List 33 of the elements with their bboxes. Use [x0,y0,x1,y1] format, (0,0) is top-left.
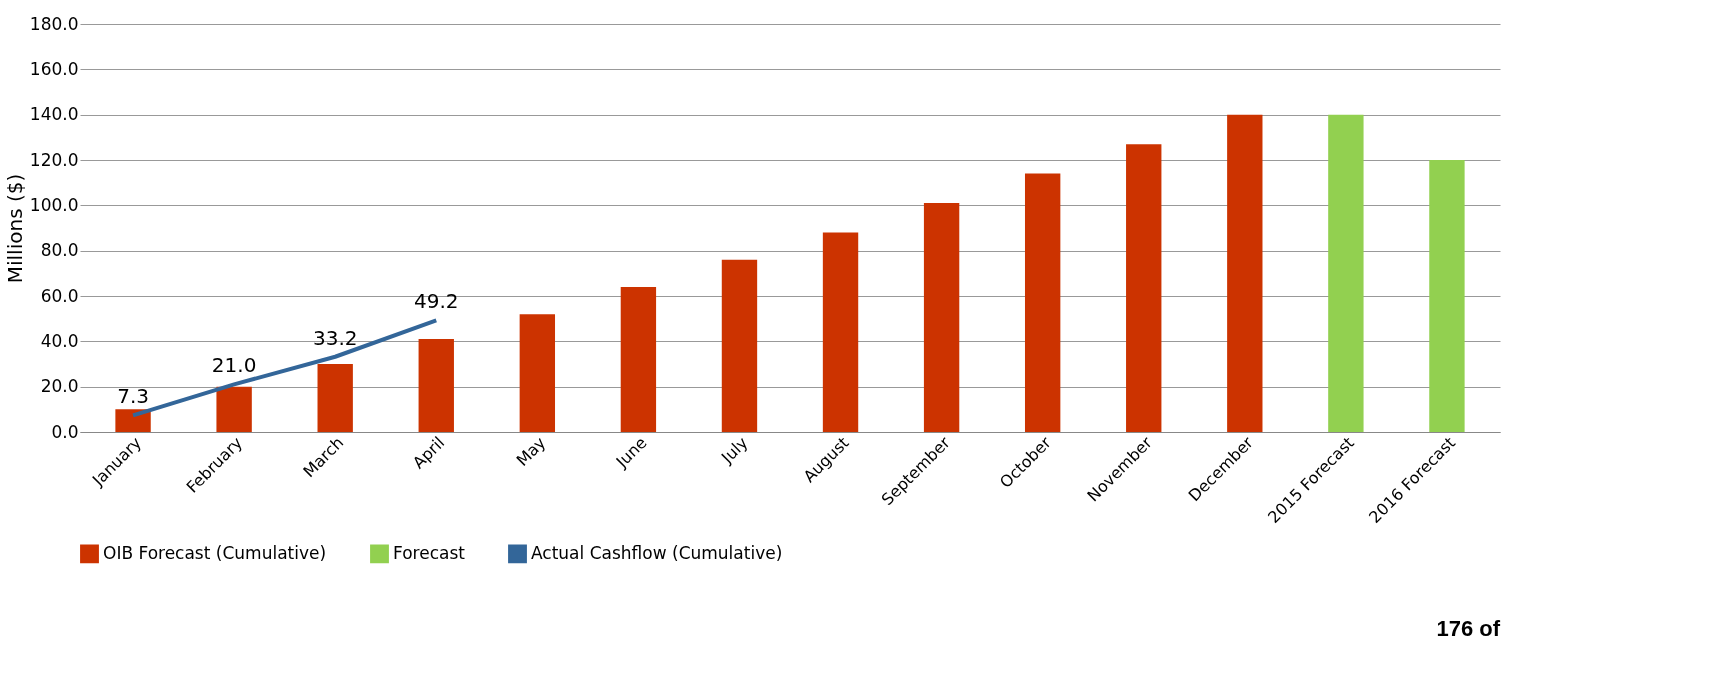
data-label: 49.2 [414,289,459,314]
y-tick-label: 20.0 [40,376,79,397]
bar [721,259,758,432]
data-label: 21.0 [211,353,257,378]
bar [418,339,454,432]
y-tick-label: 40.0 [40,330,79,351]
y-tick-label: 180.0 [29,13,79,34]
bar [1429,160,1465,432]
bar [317,364,353,432]
y-tick-label: 100.0 [29,194,79,215]
legend-label: OIB Forecast (Cumulative) [103,542,327,563]
bar [923,203,960,432]
legend-label: Actual Cashflow (Cumulative) [531,542,783,563]
bar [822,232,859,432]
legend-label: Forecast [393,542,466,563]
bar [1328,114,1364,432]
data-label: 33.2 [312,325,358,350]
text: 176 of [1436,616,1501,641]
data-label: 7.3 [117,384,149,409]
bar [216,386,252,432]
y-tick-label: 80.0 [40,240,79,261]
bar [1227,114,1263,432]
y-axis-title: Millions ($) [2,173,27,284]
bar [115,409,151,432]
y-tick-label: 60.0 [40,285,79,306]
bar [519,314,556,432]
y-tick-label: 120.0 [29,149,79,170]
y-tick-label: 140.0 [29,104,79,125]
y-tick-label: 0.0 [51,421,79,442]
bar [620,286,657,432]
bar [1024,173,1061,432]
bar [1126,144,1162,432]
y-tick-label: 160.0 [29,58,79,79]
